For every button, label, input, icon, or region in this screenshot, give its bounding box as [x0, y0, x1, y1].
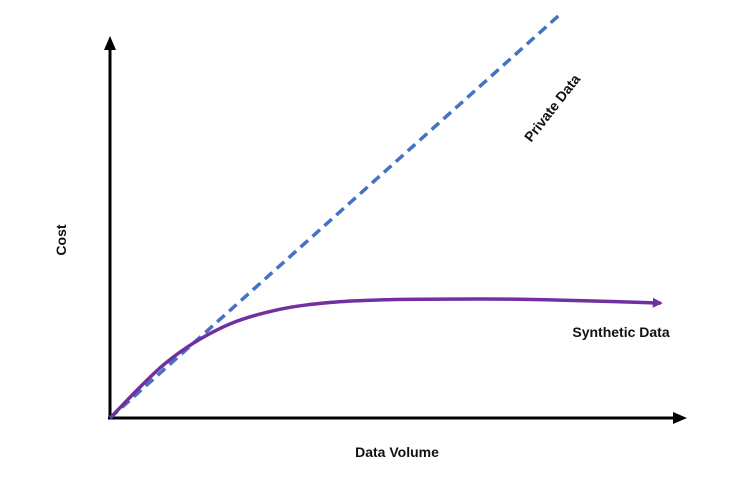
private-data-line [108, 13, 561, 420]
synthetic-data-label: Synthetic Data [572, 324, 669, 340]
synthetic-data-line [108, 297, 663, 420]
y-axis-label: Cost [53, 224, 69, 255]
private-data-label: Private Data [521, 71, 584, 145]
x-axis-arrow-icon [673, 412, 687, 424]
x-axis-label: Data Volume [355, 444, 439, 460]
y-axis-arrow-icon [104, 36, 116, 50]
